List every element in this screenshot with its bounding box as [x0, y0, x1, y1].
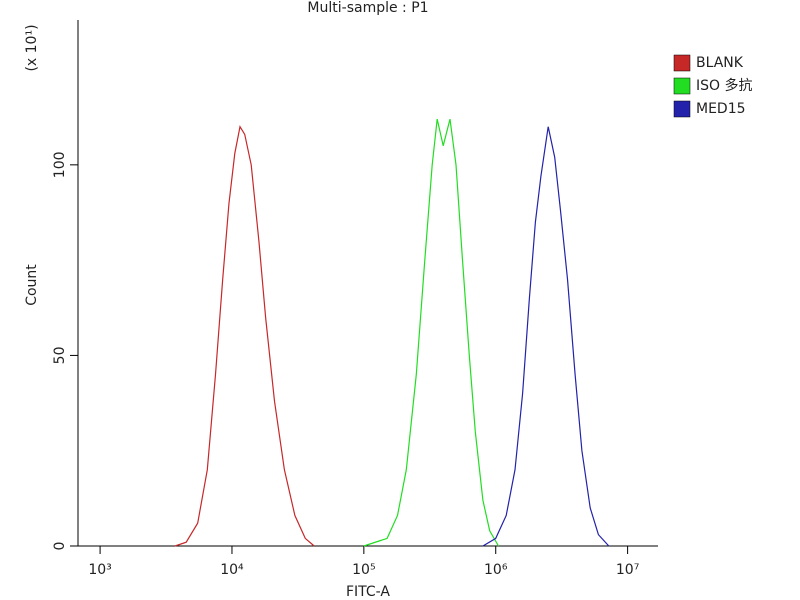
x-tick-label: 10⁷: [616, 562, 639, 578]
legend-label: MED15: [696, 101, 746, 117]
legend-swatch: [673, 100, 691, 118]
series-line: [174, 125, 315, 547]
y-axis-label: Count: [24, 264, 40, 306]
y-multiplier: (x 10¹): [24, 24, 40, 71]
series-line: [363, 118, 500, 547]
x-tick-label: 10⁵: [352, 562, 375, 578]
x-tick-label: 10⁶: [484, 562, 508, 578]
series-line: [482, 126, 610, 547]
legend-label: ISO 多抗: [696, 77, 753, 94]
chart-title: Multi-sample : P1: [307, 0, 428, 16]
x-axis-label: FITC-A: [346, 584, 390, 600]
legend-swatch: [673, 77, 691, 95]
legend-swatch: [673, 54, 691, 72]
legend-label: BLANK: [696, 55, 744, 71]
x-tick-label: 10⁴: [220, 562, 244, 578]
y-tick-label: 100: [52, 151, 68, 178]
x-tick-label: 10³: [88, 562, 111, 578]
y-tick-label: 50: [52, 347, 68, 365]
y-tick-label: 0: [52, 542, 68, 551]
